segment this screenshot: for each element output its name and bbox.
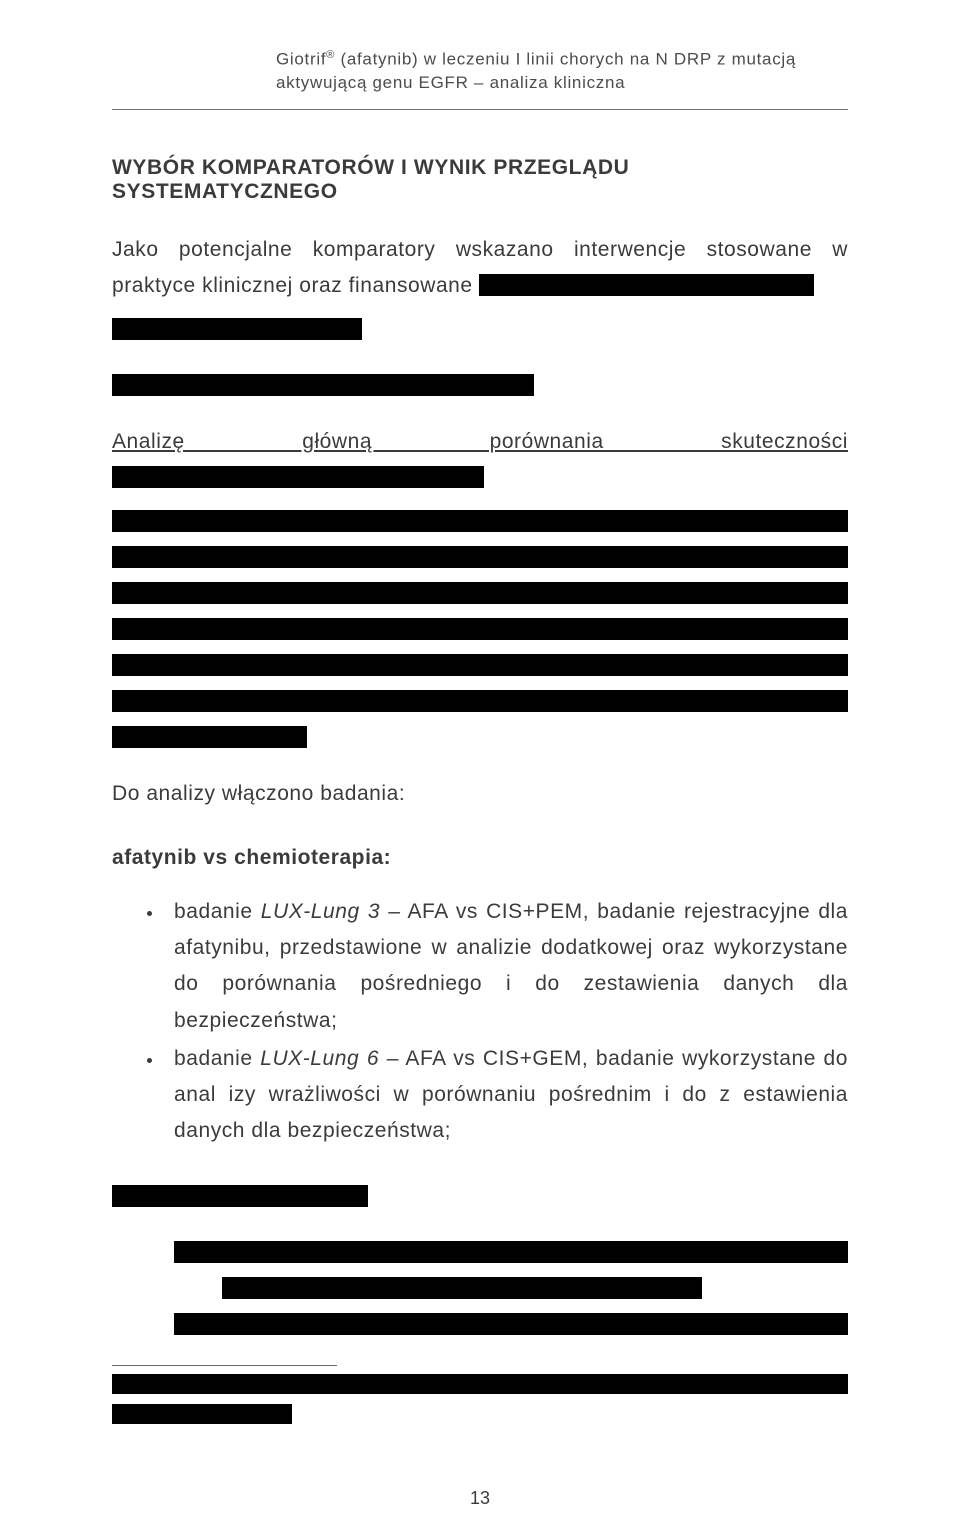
header-rule xyxy=(112,109,848,110)
redaction-block xyxy=(112,510,848,532)
underlined-text: Analizę główną porównania skuteczności xyxy=(112,430,848,453)
redaction-block xyxy=(112,1374,848,1394)
header-line1-b: (afatynib) w leczeniu I linii chorych na… xyxy=(335,50,796,69)
redaction-block xyxy=(112,1404,292,1424)
list-item: badanie LUX-Lung 3 – AFA vs CIS+PEM, bad… xyxy=(164,894,848,1038)
redaction-block xyxy=(112,374,534,396)
redaction-inline xyxy=(112,466,484,488)
redaction-block xyxy=(174,1241,848,1263)
redaction-inline xyxy=(479,274,814,296)
bullet-study: LUX-Lung 3 xyxy=(261,900,380,923)
redaction-block xyxy=(112,690,848,712)
redaction-block xyxy=(174,1313,848,1335)
redaction-block xyxy=(112,318,362,340)
included-heading: Do analizy włączono badania: xyxy=(112,776,848,812)
sub-heading: afatynib vs chemioterapia: xyxy=(112,840,848,876)
redaction-block xyxy=(112,726,307,748)
header-line1-a: Giotrif xyxy=(276,50,326,69)
document-header: Giotrif® (afatynib) w leczeniu I linii c… xyxy=(276,48,848,95)
redaction-block xyxy=(222,1277,702,1299)
header-line2: aktywującą genu EGFR – analiza kliniczna xyxy=(276,73,625,92)
redaction-block xyxy=(112,1185,368,1207)
header-sup: ® xyxy=(326,49,335,61)
paragraph-intro: Jako potencjalne komparatory wskazano in… xyxy=(112,232,848,304)
list-item: badanie LUX-Lung 6 – AFA vs CIS+GEM, bad… xyxy=(164,1041,848,1149)
study-list: badanie LUX-Lung 3 – AFA vs CIS+PEM, bad… xyxy=(112,894,848,1149)
redaction-block xyxy=(112,618,848,640)
bullet-lead: badanie xyxy=(174,1047,260,1070)
page-number: 13 xyxy=(0,1488,960,1509)
redaction-block xyxy=(112,546,848,568)
bullet-study: LUX-Lung 6 xyxy=(260,1047,379,1070)
redaction-block xyxy=(112,654,848,676)
section-title: WYBÓR KOMPARATORÓW I WYNIK PRZEGLĄDU SYS… xyxy=(112,156,848,204)
footnote-rule xyxy=(112,1365,337,1366)
bullet-lead: badanie xyxy=(174,900,261,923)
underlined-line: Analizę główną porównania skuteczności xyxy=(112,424,848,496)
redaction-block xyxy=(112,582,848,604)
